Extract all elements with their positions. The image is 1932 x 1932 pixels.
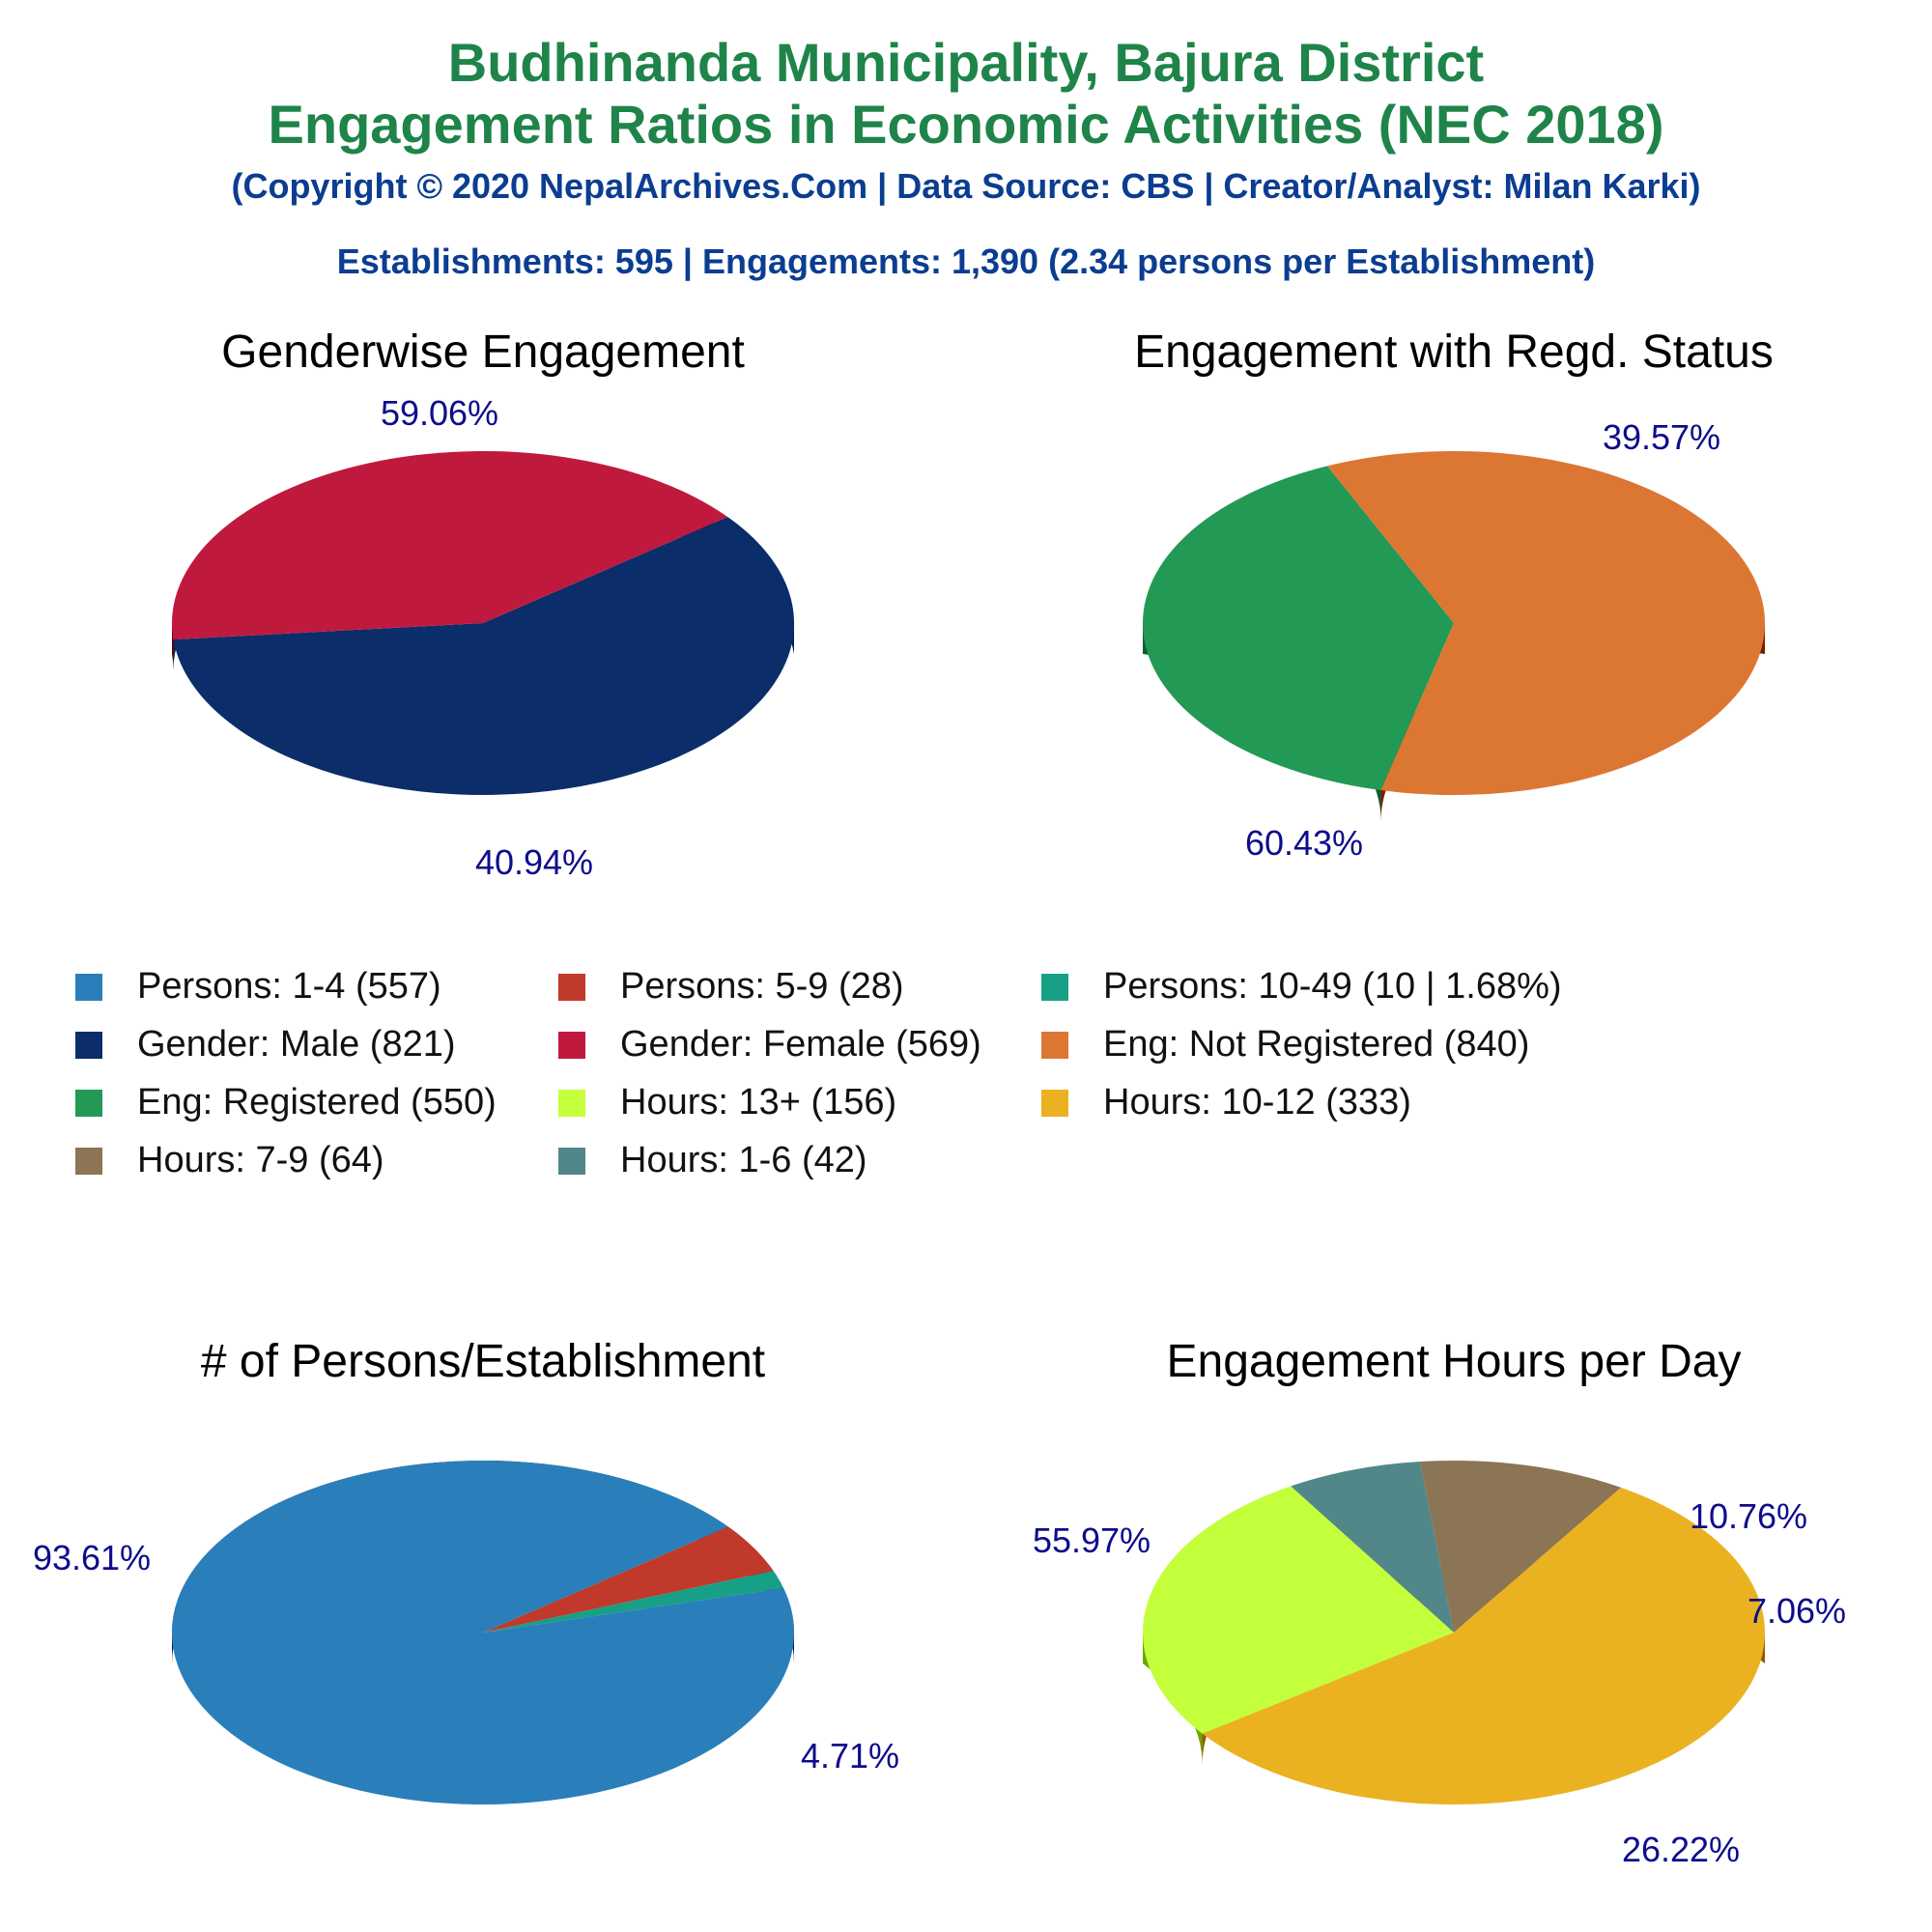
pie-slice	[1202, 1487, 1765, 1804]
pie-title: Engagement with Regd. Status	[1134, 327, 1774, 378]
pie-pct-label: 93.61%	[33, 1538, 151, 1577]
legend-swatch	[75, 1089, 102, 1117]
pie-chart: Engagement with Regd. Status 39.57% 60.43%	[1134, 327, 1774, 863]
pie-chart: Engagement Hours per Day 10.76% 7.06% 26.22…	[1033, 1336, 1846, 1869]
pie-pct-label: 39.57%	[1603, 417, 1720, 457]
legend-label: Persons: 10-49 (10 | 1.68%)	[1103, 966, 1562, 1007]
legend-item: Persons: 10-49 (10 | 1.68%)	[1041, 966, 1562, 1008]
summary-line: Establishments: 595 | Engagements: 1,390…	[336, 242, 1596, 281]
legend-item: Persons: 1-4 (557)	[75, 966, 441, 1008]
legend-label: Gender: Male (821)	[137, 1024, 456, 1065]
legend-item: Eng: Registered (550)	[75, 1082, 497, 1123]
pie-pct-label: 4.71%	[801, 1736, 899, 1776]
pie-slice	[1420, 1461, 1622, 1633]
legend-item: Hours: 10-12 (333)	[1041, 1082, 1411, 1123]
chart-title-line1: Budhinanda Municipality, Bajura District	[447, 32, 1485, 93]
legend-label: Eng: Registered (550)	[137, 1082, 497, 1122]
legend-label: Hours: 1-6 (42)	[620, 1140, 867, 1180]
pie-slice	[1291, 1462, 1454, 1633]
pie-slice	[1142, 466, 1454, 791]
legend-label: Hours: 7-9 (64)	[137, 1140, 384, 1180]
legend-item: Hours: 7-9 (64)	[75, 1140, 384, 1181]
pie-pct-label: 59.06%	[381, 393, 498, 433]
pie-title: # of Persons/Establishment	[201, 1336, 765, 1387]
pie-pct-label: 40.94%	[475, 842, 593, 882]
pie-chart: Genderwise Engagement 59.06% 40.94%	[172, 327, 794, 882]
pie-slice	[173, 517, 794, 795]
legend-item: Hours: 13+ (156)	[558, 1082, 896, 1123]
pie-slice	[172, 1461, 795, 1804]
pie-slice	[172, 451, 728, 640]
legend-label: Hours: 10-12 (333)	[1103, 1082, 1411, 1122]
legend-swatch	[75, 973, 102, 1001]
legend-label: Persons: 5-9 (28)	[620, 966, 904, 1007]
pie-pct-label: 10.76%	[1690, 1496, 1807, 1536]
legend-item: Gender: Female (569)	[558, 1024, 981, 1065]
legend-swatch	[1041, 1089, 1068, 1117]
legend-item: Persons: 5-9 (28)	[558, 966, 904, 1008]
pie-slice	[1327, 451, 1765, 795]
legend-swatch	[1041, 973, 1068, 1001]
legend-label: Hours: 13+ (156)	[620, 1082, 897, 1122]
chart-subtitle: (Copyright © 2020 NepalArchives.Com | Da…	[231, 166, 1701, 206]
legend-item: Hours: 1-6 (42)	[558, 1140, 867, 1181]
legend-label: Persons: 1-4 (557)	[137, 966, 441, 1007]
legend-swatch	[1041, 1031, 1068, 1059]
pie-chart: # of Persons/Establishment 4.71% 93.61%	[33, 1336, 899, 1804]
chart-title-line2: Engagement Ratios in Economic Activities…	[268, 94, 1664, 155]
pie-title: Genderwise Engagement	[221, 327, 745, 378]
legend-swatch	[558, 973, 585, 1001]
legend-swatch	[75, 1031, 102, 1059]
legend-item: Eng: Not Registered (840)	[1041, 1024, 1529, 1065]
pie-pct-label: 55.97%	[1033, 1520, 1151, 1560]
pie-pct-label: 60.43%	[1245, 823, 1363, 863]
pie-pct-label: 7.06%	[1747, 1591, 1846, 1631]
legend-item: Gender: Male (821)	[75, 1024, 456, 1065]
pie-pct-label: 26.22%	[1622, 1830, 1740, 1869]
legend-swatch	[558, 1147, 585, 1175]
pie-slice	[483, 1526, 774, 1633]
legend-swatch	[75, 1147, 102, 1175]
pie-title: Engagement Hours per Day	[1167, 1336, 1742, 1387]
pie-slice	[1142, 1486, 1454, 1734]
legend-label: Eng: Not Registered (840)	[1103, 1024, 1530, 1065]
legend-swatch	[558, 1031, 585, 1059]
pie-slice	[483, 1571, 784, 1633]
legend-swatch	[558, 1089, 585, 1117]
legend-label: Gender: Female (569)	[620, 1024, 981, 1065]
